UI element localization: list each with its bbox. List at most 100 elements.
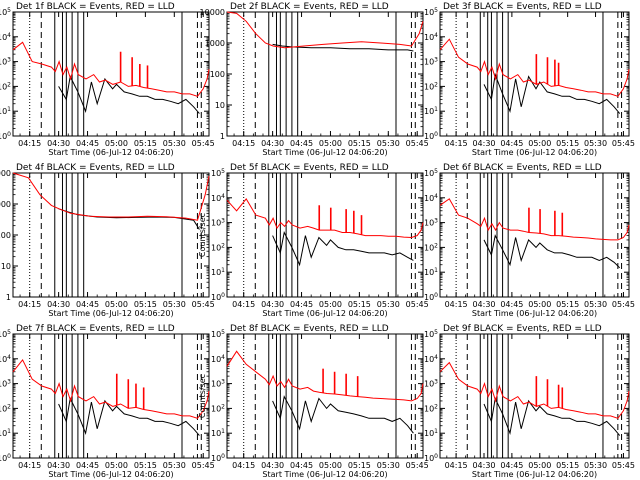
- x-tick-label: 04:45: [290, 300, 313, 309]
- x-tick-label: 05:45: [192, 139, 215, 148]
- x-tick-label: 05:30: [163, 300, 186, 309]
- x-axis-label: Start Time (06-Jul-12 04:06:20): [472, 148, 597, 157]
- x-tick-label: 04:45: [500, 461, 523, 470]
- y-tick-label: 102: [211, 403, 225, 413]
- x-tick-label: 04:30: [47, 300, 70, 309]
- x-tick-label: 05:30: [163, 139, 186, 148]
- y-tick-label: 101: [0, 106, 11, 116]
- y-tick-label: 1000: [205, 39, 225, 48]
- plot-frame: [439, 11, 630, 137]
- x-axis-label: Start Time (06-Jul-12 04:06:20): [262, 470, 387, 479]
- y-tick-label: 10: [215, 101, 225, 110]
- y-tick-label: 101: [424, 428, 438, 438]
- y-tick-label: 101: [424, 106, 438, 116]
- y-tick-label: 103: [0, 57, 11, 67]
- x-tick-label: 04:45: [500, 300, 523, 309]
- y-tick-label: 101: [211, 428, 225, 438]
- x-tick-label: 05:15: [134, 139, 157, 148]
- panel-title: Det 3f BLACK = Events, RED = LLD: [443, 2, 602, 12]
- y-axis-label: Counts/sec: [198, 213, 207, 257]
- x-tick-label: 04:15: [232, 139, 255, 148]
- x-tick-label: 04:15: [445, 300, 468, 309]
- plot-frame: [12, 11, 210, 137]
- y-tick-label: 100: [211, 453, 225, 463]
- x-axis-label: Start Time (06-Jul-12 04:06:20): [472, 309, 597, 318]
- x-tick-label: 05:45: [406, 300, 429, 309]
- y-tick-label: 100: [0, 231, 11, 240]
- y-tick-label: 100: [424, 453, 438, 463]
- panel-title: Det 2f BLACK = Events, RED = LLD: [230, 2, 389, 12]
- x-tick-label: 05:15: [556, 300, 579, 309]
- plot-frame: [12, 333, 210, 459]
- y-tick-label: 10000: [0, 169, 11, 178]
- panel-2: Det 2f BLACK = Events, RED = LLD 1 10 100 10…: [200, 2, 429, 157]
- x-tick-label: 05:15: [134, 461, 157, 470]
- y-tick-label: 101: [211, 267, 225, 277]
- x-tick-label: 05:15: [134, 300, 157, 309]
- x-tick-label: 04:15: [18, 461, 41, 470]
- y-tick-label: 105: [424, 329, 438, 339]
- y-tick-label: 103: [424, 218, 438, 228]
- panel-4: Det 4f BLACK = Events, RED = LLD 1 10 100 10…: [0, 163, 215, 318]
- x-tick-label: 05:30: [584, 461, 607, 470]
- panel-8: Det 8f BLACK = Events, RED = LLD 100 101 10…: [198, 324, 429, 479]
- x-tick-label: 04:15: [232, 300, 255, 309]
- plot-frame: [12, 172, 210, 298]
- panel-1: Det 1f BLACK = Events, RED = LLD 100 101 10…: [0, 2, 215, 157]
- y-tick-label: 105: [211, 329, 225, 339]
- y-tick-label: 100: [0, 453, 11, 463]
- series-line-2: [439, 38, 630, 97]
- series-line-2: [439, 361, 630, 419]
- plot-frame: [226, 11, 424, 137]
- x-tick-label: 05:00: [319, 139, 342, 148]
- series-line-1: [58, 396, 200, 436]
- series-line-1: [272, 230, 414, 267]
- x-tick-label: 04:45: [290, 461, 313, 470]
- x-tick-label: 04:45: [76, 461, 99, 470]
- x-tick-label: 05:15: [348, 461, 371, 470]
- x-tick-label: 05:00: [105, 300, 128, 309]
- x-axis-label: Start Time (06-Jul-12 04:06:20): [262, 309, 387, 318]
- plot-frame: [226, 333, 424, 459]
- y-tick-label: 102: [424, 403, 438, 413]
- panel-title: Det 4f BLACK = Events, RED = LLD: [16, 163, 175, 173]
- y-tick-label: 104: [0, 32, 11, 42]
- y-tick-label: 100: [424, 292, 438, 302]
- series-line-2: [226, 198, 424, 239]
- y-tick-label: 104: [424, 32, 438, 42]
- x-tick-label: 05:30: [584, 300, 607, 309]
- series-line-2: [12, 358, 210, 419]
- x-tick-label: 04:15: [18, 300, 41, 309]
- x-tick-label: 05:00: [528, 461, 551, 470]
- panel-6: Det 6f BLACK = Events, RED = LLD 100 101 10…: [424, 163, 635, 318]
- y-tick-label: 100: [0, 131, 11, 141]
- x-axis-label: Start Time (06-Jul-12 04:06:20): [48, 148, 173, 157]
- panel-title: Det 7f BLACK = Events, RED = LLD: [16, 324, 175, 334]
- x-tick-label: 05:45: [612, 139, 635, 148]
- x-tick-label: 04:30: [472, 139, 495, 148]
- x-tick-label: 05:30: [377, 300, 400, 309]
- x-tick-label: 05:15: [556, 461, 579, 470]
- panel-9: Det 9f BLACK = Events, RED = LLD 100 101 10…: [424, 324, 635, 479]
- y-tick-label: 102: [424, 81, 438, 91]
- x-tick-label: 05:45: [406, 461, 429, 470]
- plot-frame: [439, 333, 630, 459]
- y-tick-label: 102: [0, 403, 11, 413]
- x-tick-label: 05:30: [377, 139, 400, 148]
- x-tick-label: 05:45: [612, 300, 635, 309]
- x-tick-label: 04:45: [76, 300, 99, 309]
- y-tick-label: 104: [424, 193, 438, 203]
- x-tick-label: 05:00: [319, 461, 342, 470]
- series-line-1: [272, 43, 414, 52]
- y-tick-label: 10000: [200, 8, 225, 17]
- y-tick-label: 101: [424, 267, 438, 277]
- y-tick-label: 105: [211, 168, 225, 178]
- series-line-2: [439, 198, 630, 241]
- y-tick-label: 104: [424, 354, 438, 364]
- panel-title: Det 1f BLACK = Events, RED = LLD: [16, 2, 175, 12]
- x-tick-label: 04:30: [472, 300, 495, 309]
- x-tick-label: 05:00: [319, 300, 342, 309]
- y-tick-label: 1000: [0, 200, 11, 209]
- panel-title: Det 5f BLACK = Events, RED = LLD: [230, 163, 389, 173]
